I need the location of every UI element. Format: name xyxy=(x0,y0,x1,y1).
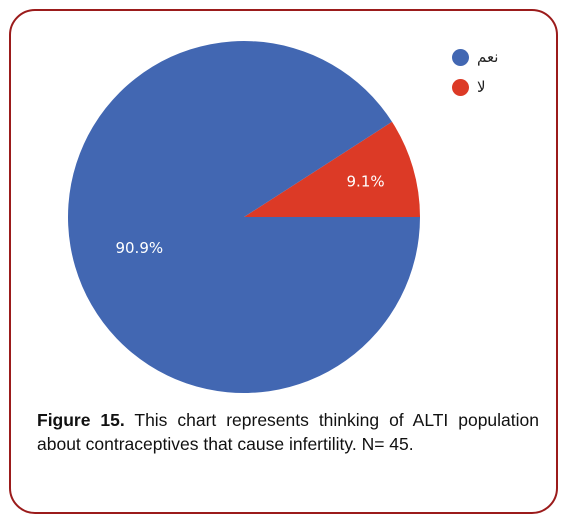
legend-label-no: لا xyxy=(477,78,486,96)
pie-slice-yes xyxy=(68,41,420,394)
slice-label-no: 9.1% xyxy=(347,172,385,190)
slice-label-yes: 90.9% xyxy=(115,239,163,257)
legend-swatch-yes xyxy=(452,48,469,66)
pie-slice-no xyxy=(244,121,420,217)
figure-label: Figure 15. xyxy=(37,410,125,430)
legend-label-yes: نعم xyxy=(477,48,499,66)
legend-item-no: لا xyxy=(452,72,498,102)
legend-swatch-no xyxy=(452,78,469,96)
chart-legend: نعم لا xyxy=(452,42,498,102)
legend-item-yes: نعم xyxy=(452,42,498,72)
caption-text: This chart represents thinking of ALTI p… xyxy=(37,410,539,454)
figure-caption: Figure 15. This chart represents thinkin… xyxy=(37,408,539,456)
